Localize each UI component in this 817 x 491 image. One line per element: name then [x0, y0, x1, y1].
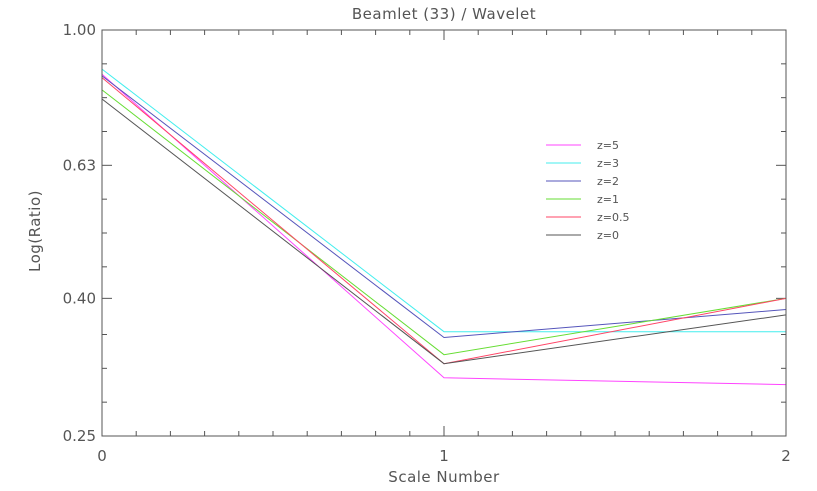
legend-label: z=1 [597, 193, 619, 206]
y-tick-label: 0.25 [63, 427, 96, 445]
series-lines [101, 68, 787, 386]
legend-label: z=2 [597, 175, 619, 188]
plot-frame [101, 29, 787, 437]
y-tick-label: 0.63 [63, 156, 96, 174]
series-line [101, 68, 786, 333]
y-tick-label: 1.00 [63, 21, 96, 39]
x-tick-label: 1 [439, 447, 449, 465]
chart-title: Beamlet (33) / Wavelet [352, 5, 536, 23]
series-line [101, 98, 787, 365]
series-line [101, 77, 787, 365]
legend-label: z=0.5 [597, 211, 629, 224]
x-axis-label: Scale Number [388, 468, 500, 486]
series-line [101, 73, 787, 386]
axis-ticks: 0 1 2 1.00 0.63 0.40 0.25 [63, 21, 791, 465]
series-line [101, 75, 787, 339]
legend: z=5 z=3 z=2 z=1 z=0.5 z=0 [546, 139, 629, 242]
legend-label: z=0 [597, 229, 619, 242]
y-tick-label: 0.40 [63, 289, 96, 307]
legend-label: z=5 [597, 139, 619, 152]
y-axis-label: Log(Ratio) [26, 190, 44, 272]
legend-label: z=3 [597, 157, 619, 170]
x-tick-label: 0 [97, 447, 107, 465]
x-tick-label: 2 [781, 447, 791, 465]
series-line [101, 89, 787, 356]
